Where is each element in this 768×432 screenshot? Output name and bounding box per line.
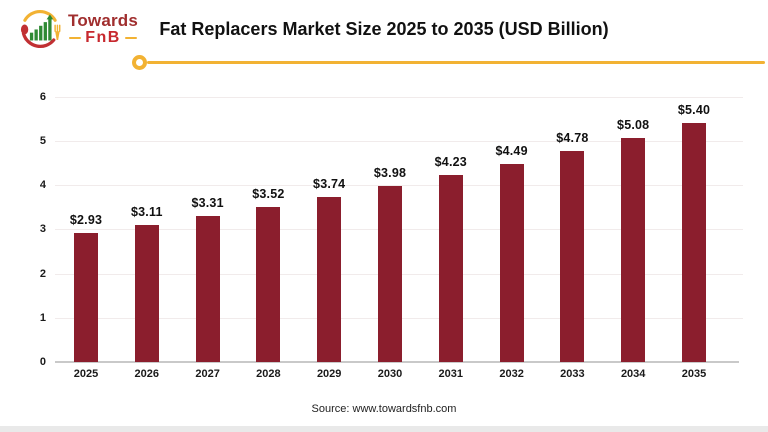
bottom-strip [0,426,768,432]
x-axis-label: 2035 [681,368,707,380]
bar [195,216,220,362]
bar-chart: 0 1 2 3 4 5 6 $2.93 2025 $3.11 2026 $3.31 2027 $3.52 2… [0,85,768,385]
gridline [55,96,743,98]
bar-value-label: $3.11 [131,205,163,219]
x-axis-label: 2034 [620,368,646,380]
x-axis-label: 2031 [438,368,464,380]
source-text: Source: www.towardsfnb.com [311,403,457,415]
bar-value-label: $5.40 [677,103,711,117]
bar-growth-spoon-fork-emblem-icon [20,10,61,48]
x-axis-label: 2025 [73,368,99,380]
y-axis-label: 0 [39,356,46,368]
bar [621,138,646,362]
x-axis-label: 2033 [560,368,585,380]
gridline [55,185,743,187]
bar-value-label: $3.98 [373,166,407,180]
bar [74,233,98,362]
bar [560,151,585,362]
y-axis-label: 5 [39,135,46,148]
bar [134,225,159,362]
x-axis-label: 2032 [499,368,524,380]
bar-value-label: $2.93 [69,213,103,227]
bar [499,164,524,362]
bar [438,175,463,362]
x-axis-label: 2029 [316,368,342,380]
x-axis-label: 2030 [377,368,403,380]
bar-value-label: $5.08 [617,118,650,132]
y-axis-label: 1 [39,311,46,324]
bar [317,197,342,362]
bar-value-label: $3.74 [313,177,346,191]
bar-value-label: $4.23 [434,155,467,169]
divider-circle-icon [132,55,147,70]
y-axis-label: 2 [39,267,46,280]
y-axis-label: 6 [39,90,46,103]
bar-value-label: $4.49 [495,144,528,158]
brand-name-bottom-row: FnB [69,28,137,47]
bar [256,207,281,362]
bar [682,123,706,362]
bar-value-label: $3.52 [252,187,285,201]
brand-name-bottom: FnB [85,28,121,46]
x-axis-label: 2026 [134,368,160,380]
left-dash-icon [69,36,82,40]
x-axis-label: 2027 [195,368,220,380]
bar [378,186,402,362]
x-axis-label: 2028 [256,368,281,380]
page-title: Fat Replacers Market Size 2025 to 2035 (… [159,19,609,39]
gridline [55,141,743,143]
divider-line [147,61,765,64]
brand-logo: Towards FnB [18,6,138,52]
y-axis-label: 4 [39,179,46,192]
x-axis-baseline [55,361,739,363]
brand-name-top: Towards [68,10,139,30]
bar-value-label: $3.31 [191,196,224,210]
bar-value-label: $4.78 [556,131,589,145]
y-axis-label: 3 [39,223,46,236]
right-dash-icon [124,36,137,40]
brand-wordmark: Towards FnB [68,10,139,47]
